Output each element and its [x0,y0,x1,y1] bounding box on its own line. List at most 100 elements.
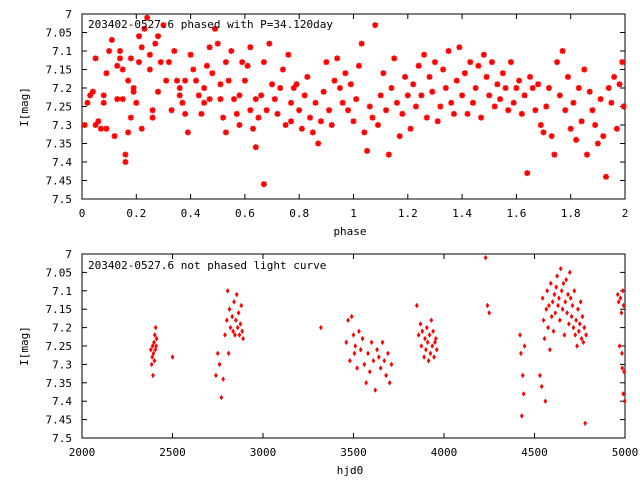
data-points [81,14,627,188]
data-point [404,92,411,99]
data-point [152,357,157,364]
y-tick-label: 7.45 [46,414,73,427]
data-point [521,92,528,99]
data-point [364,379,369,386]
data-point [122,151,129,158]
data-point [152,40,159,47]
y-axis-ticks: 7 7.05 7.1 7.15 7.2 7.25 7.3 7.35 7.4 7.45 7.5 [46,248,625,445]
data-point [554,59,561,66]
data-point [222,129,229,136]
data-point [206,44,213,51]
data-point [505,107,512,114]
data-point [98,125,105,132]
data-point [516,77,523,84]
data-point [419,343,424,349]
data-point [119,96,126,103]
data-point [581,339,586,346]
data-point [619,310,624,316]
data-point [464,110,471,117]
data-point [315,140,322,147]
data-point [613,125,620,132]
data-point [323,59,330,66]
data-point [217,81,224,88]
data-point [304,73,311,80]
data-point [122,159,129,165]
data-point [236,122,243,128]
data-point [616,81,623,88]
data-point [480,51,487,58]
data-point [92,55,99,62]
data-point [433,339,437,346]
data-point [260,181,267,188]
data-point [589,107,596,114]
data-point [250,125,257,132]
data-point [353,96,360,103]
data-point [382,357,387,364]
data-point [223,332,227,338]
data-point [358,346,363,353]
data-point [369,339,374,346]
data-point [108,36,115,43]
data-point [522,343,527,349]
data-point [384,372,388,379]
data-point [372,22,379,29]
data-point [125,129,132,136]
data-point [450,110,457,117]
data-point [622,398,627,405]
data-point [424,324,429,331]
data-point [538,372,542,379]
data-point [459,92,466,99]
y-tick-label: 7.25 [46,340,73,353]
data-point [106,48,113,54]
data-point [431,328,436,335]
data-point [84,99,91,106]
data-point [342,70,349,77]
data-point [214,40,221,47]
data-point [540,129,547,136]
data-point [448,99,455,106]
data-point [190,66,197,73]
data-point [432,354,436,360]
data-point [427,332,432,338]
data-point [540,295,545,302]
y-tick-label: 7.4 [52,395,72,408]
data-point [355,62,362,69]
data-point [130,88,137,95]
y-tick-label: 7.35 [46,377,73,390]
data-point [195,92,202,99]
data-point [157,59,164,66]
data-point [549,313,554,320]
data-point [133,99,140,106]
data-point [309,129,316,136]
data-point [620,350,624,357]
data-point [234,291,239,298]
data-point [556,302,560,309]
data-point [346,317,350,324]
data-point [535,81,542,88]
data-point [362,361,367,368]
y-tick-label: 7.1 [52,285,72,298]
data-point [87,92,94,99]
data-point [241,77,248,84]
data-point [160,22,167,29]
data-point [497,96,504,103]
data-point [130,85,137,91]
data-point [114,62,121,69]
data-point [622,368,626,375]
data-point [111,133,118,140]
data-point [434,346,439,353]
data-point [373,387,378,394]
data-point [387,379,392,386]
data-point [358,40,365,47]
data-point [615,291,620,298]
data-point [331,77,338,84]
data-point [155,33,162,40]
data-point [244,62,251,69]
data-point [576,328,581,335]
data-point [81,122,88,128]
data-point [543,398,548,405]
data-point [396,133,403,140]
data-point [149,114,156,121]
x-tick-label: 3500 [340,446,367,459]
